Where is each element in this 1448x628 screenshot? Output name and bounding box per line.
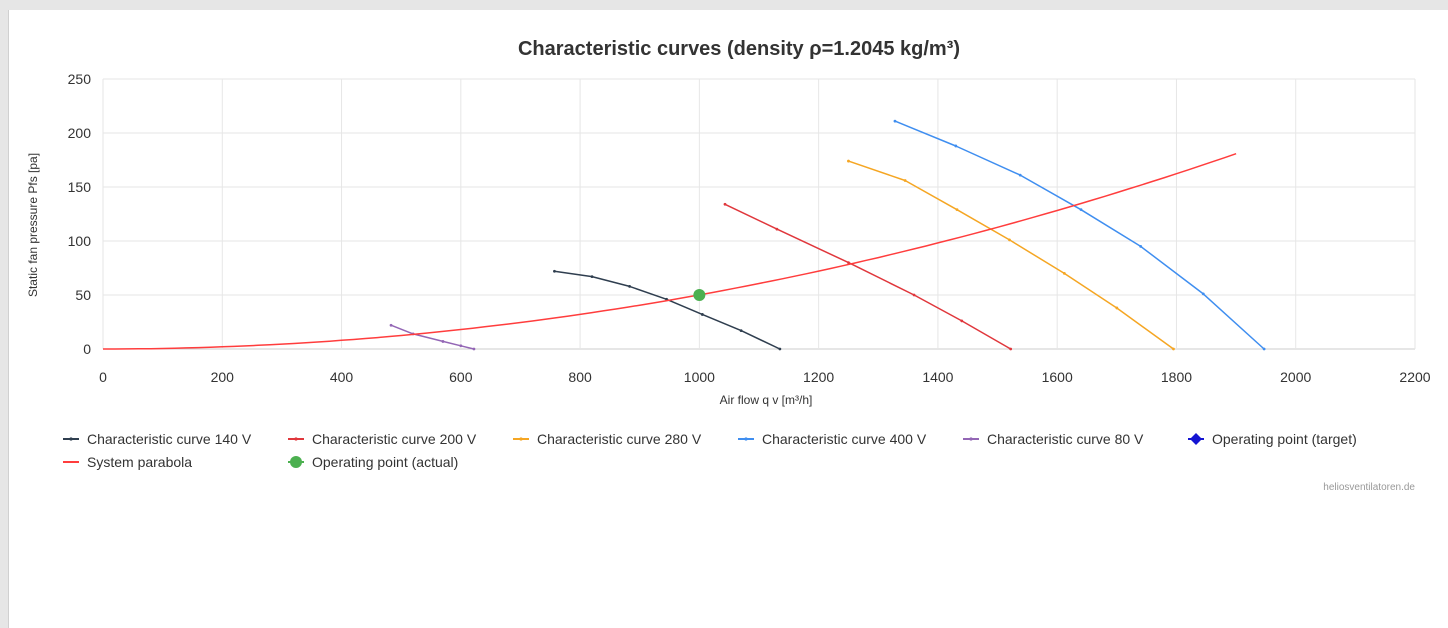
- data-point[interactable]: [389, 323, 393, 327]
- x-axis-label: Air flow q v [m³/h]: [720, 393, 813, 407]
- legend-label: System parabola: [87, 454, 192, 470]
- legend-swatch-dot: [744, 437, 748, 441]
- operating-point-marker[interactable]: [693, 289, 706, 301]
- legend-item-system-parabola[interactable]: System parabola: [63, 454, 192, 470]
- data-point[interactable]: [590, 275, 594, 279]
- x-axis-ticks: 0 200 400 600 800 1000 1200 1400 1600 1800 2000 220…: [99, 369, 1431, 385]
- x-tick-label: 1800: [1161, 369, 1192, 385]
- legend-label: Characteristic curve 280 V: [537, 431, 702, 447]
- data-point[interactable]: [912, 293, 916, 297]
- y-tick-label: 150: [68, 179, 92, 195]
- legend-label: Operating point (target): [1212, 431, 1357, 447]
- data-point[interactable]: [1018, 173, 1022, 177]
- data-point[interactable]: [700, 313, 704, 316]
- data-point[interactable]: [1201, 292, 1205, 296]
- legend-swatch-dot: [69, 437, 73, 441]
- data-point[interactable]: [960, 319, 964, 323]
- series-characteristic-curve-140-v[interactable]: [553, 269, 782, 351]
- legend: Characteristic curve 140 V Characteristic…: [63, 431, 1357, 470]
- data-point[interactable]: [1139, 245, 1143, 248]
- data-point[interactable]: [1062, 272, 1066, 275]
- data-point[interactable]: [1008, 238, 1011, 242]
- legend-label: Characteristic curve 400 V: [762, 431, 927, 447]
- data-point[interactable]: [1172, 347, 1175, 351]
- data-point[interactable]: [954, 144, 958, 148]
- series-operating-point-actual[interactable]: [693, 289, 706, 301]
- x-tick-label: 600: [449, 369, 473, 385]
- y-tick-label: 100: [68, 233, 92, 249]
- grid: [102, 78, 1416, 350]
- y-tick-label: 250: [68, 71, 92, 87]
- credits[interactable]: heliosventilatoren.de: [1323, 482, 1415, 493]
- data-point[interactable]: [903, 179, 907, 182]
- legend-label: Characteristic curve 200 V: [312, 431, 477, 447]
- x-tick-label: 2200: [1399, 369, 1430, 385]
- x-tick-label: 1600: [1042, 369, 1073, 385]
- legend-swatch-dot: [969, 437, 973, 441]
- series-characteristic-curve-200-v[interactable]: [723, 202, 1013, 351]
- series-characteristic-curve-80-v[interactable]: [389, 323, 476, 351]
- data-point[interactable]: [459, 344, 463, 348]
- series-line: [554, 270, 781, 350]
- data-point[interactable]: [441, 340, 445, 343]
- series-characteristic-curve-400-v[interactable]: [893, 119, 1266, 351]
- x-tick-label: 200: [211, 369, 235, 385]
- series-layer: [103, 119, 1266, 351]
- y-tick-label: 200: [68, 125, 92, 141]
- x-tick-label: 2000: [1280, 369, 1311, 385]
- legend-item-characteristic-curve-400-v[interactable]: Characteristic curve 400 V: [738, 431, 927, 447]
- x-tick-label: 0: [99, 369, 107, 385]
- chart-title: Characteristic curves (density ρ=1.2045 …: [518, 38, 960, 60]
- legend-item-operating-point-actual[interactable]: Operating point (actual): [288, 454, 458, 470]
- x-tick-label: 800: [568, 369, 592, 385]
- series-system-parabola[interactable]: [103, 152, 1237, 350]
- chart: Characteristic curves (density ρ=1.2045 …: [26, 38, 1431, 493]
- data-point[interactable]: [1262, 347, 1266, 351]
- y-tick-label: 0: [83, 341, 91, 357]
- legend-swatch-marker: [1190, 433, 1202, 445]
- x-tick-label: 400: [330, 369, 354, 385]
- legend-item-characteristic-curve-80-v[interactable]: Characteristic curve 80 V: [963, 431, 1144, 447]
- legend-item-characteristic-curve-280-v[interactable]: Characteristic curve 280 V: [513, 431, 702, 447]
- legend-label: Characteristic curve 80 V: [987, 431, 1144, 447]
- legend-item-characteristic-curve-140-v[interactable]: Characteristic curve 140 V: [63, 431, 252, 447]
- data-point[interactable]: [739, 329, 743, 333]
- data-point[interactable]: [553, 269, 556, 273]
- data-point[interactable]: [847, 159, 850, 163]
- legend-label: Characteristic curve 140 V: [87, 431, 252, 447]
- legend-swatch-marker: [290, 456, 302, 468]
- data-point[interactable]: [1009, 347, 1013, 351]
- series-line: [848, 160, 1174, 350]
- legend-label: Operating point (actual): [312, 454, 458, 470]
- data-point[interactable]: [472, 347, 476, 351]
- data-point[interactable]: [775, 227, 779, 231]
- series-line: [724, 203, 1012, 350]
- legend-item-operating-point-target[interactable]: Operating point (target): [1188, 431, 1357, 447]
- y-tick-label: 50: [75, 287, 91, 303]
- data-point[interactable]: [847, 261, 850, 264]
- x-tick-label: 1000: [684, 369, 715, 385]
- legend-item-characteristic-curve-200-v[interactable]: Characteristic curve 200 V: [288, 431, 477, 447]
- series-characteristic-curve-280-v[interactable]: [847, 159, 1175, 351]
- chart-panel: Characteristic curves (density ρ=1.2045 …: [8, 10, 1448, 628]
- data-point[interactable]: [778, 347, 782, 351]
- data-point[interactable]: [628, 284, 631, 288]
- series-line: [103, 152, 1237, 350]
- data-point[interactable]: [1079, 208, 1083, 212]
- y-axis-ticks: 0 50 100 150 200 250: [68, 71, 92, 357]
- legend-swatch-dot: [294, 437, 298, 441]
- data-point[interactable]: [893, 119, 897, 123]
- data-point[interactable]: [1115, 306, 1119, 310]
- x-tick-label: 1200: [803, 369, 834, 385]
- data-point[interactable]: [723, 202, 727, 206]
- data-point[interactable]: [955, 208, 959, 212]
- y-axis-label: Static fan pressure Pfs [pa]: [26, 153, 40, 297]
- legend-swatch-dot: [519, 437, 523, 441]
- x-tick-label: 1400: [922, 369, 953, 385]
